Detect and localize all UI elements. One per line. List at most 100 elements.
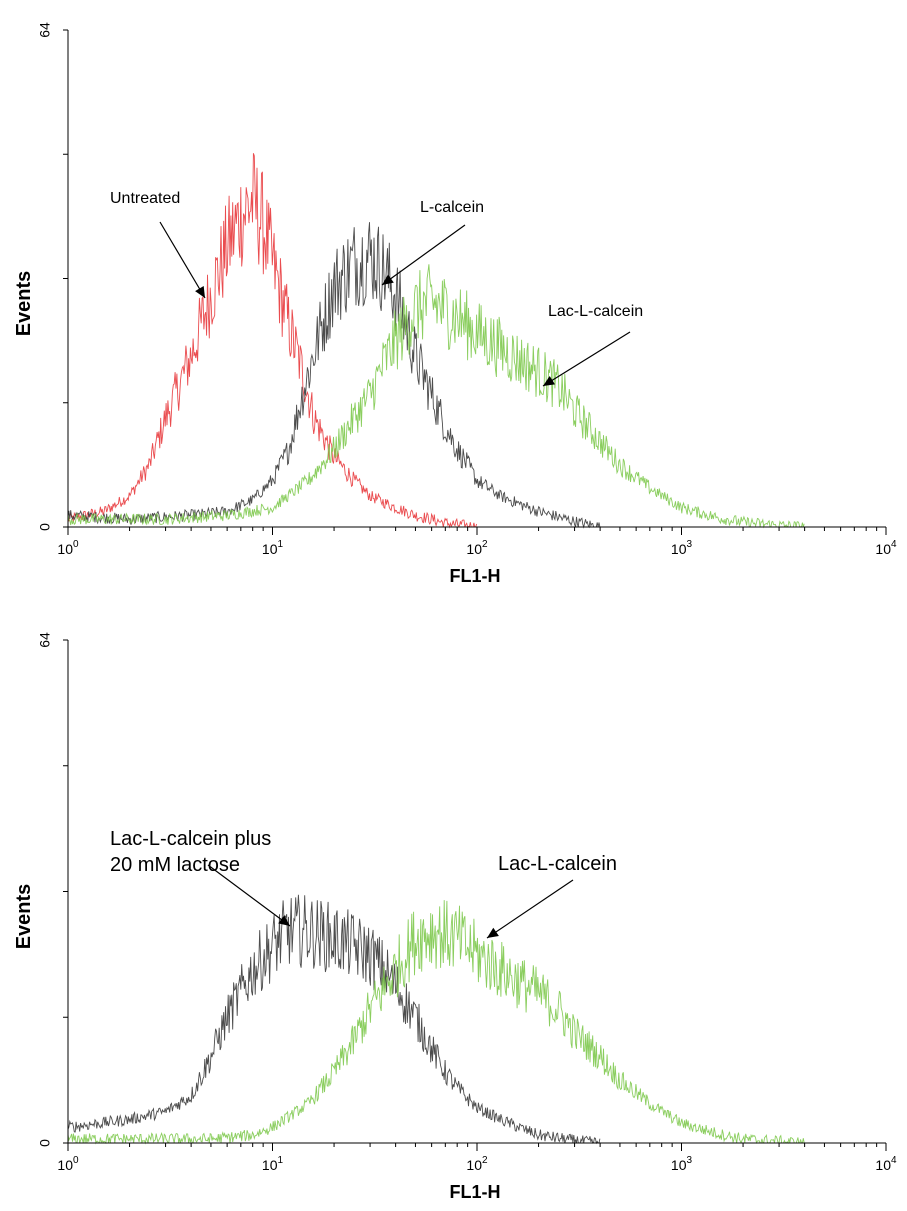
data-point	[476, 1107, 477, 1108]
data-point	[165, 1111, 166, 1112]
data-point	[288, 449, 289, 450]
data-point	[103, 511, 104, 512]
data-point	[334, 938, 335, 939]
annotation-label: Lac-L-calcein	[498, 853, 617, 875]
data-point	[574, 410, 575, 411]
data-point	[445, 425, 446, 426]
data-point	[431, 519, 432, 520]
data-point	[353, 1040, 354, 1041]
data-point	[619, 464, 620, 465]
data-point	[431, 301, 432, 302]
annotation-arrowhead	[487, 927, 499, 938]
data-point	[518, 503, 519, 504]
panel-top: 100 101 102 103 104 0 64 FL1-H Events Untreated L-…	[13, 22, 897, 586]
data-point	[538, 511, 539, 512]
data-point	[272, 507, 273, 508]
y-axis-label: Events	[13, 271, 35, 337]
x-axis-label: FL1-H	[450, 566, 501, 586]
data-point	[210, 1056, 211, 1057]
data-point	[415, 938, 416, 939]
data-point	[415, 515, 416, 516]
data-point	[353, 946, 354, 947]
annotation-arrowhead	[195, 286, 205, 298]
data-point	[272, 1127, 273, 1128]
data-point	[227, 247, 228, 248]
data-point	[457, 317, 458, 318]
x-tick-label: 101	[262, 539, 284, 557]
y-tick-label-max: 64	[37, 632, 53, 648]
y-tick-label-max: 64	[37, 22, 53, 38]
annotation-arrowhead	[543, 376, 555, 386]
data-point	[302, 394, 303, 395]
x-tick-label: 100	[57, 539, 79, 557]
data-point	[681, 507, 682, 508]
data-point	[600, 441, 601, 442]
data-point	[518, 1127, 519, 1128]
annotation-arrow-line	[207, 864, 291, 927]
series-lac-l-calcein-line	[67, 900, 805, 1145]
data-point	[240, 216, 241, 217]
data-point	[395, 293, 396, 294]
data-point	[302, 371, 303, 372]
data-point	[370, 495, 371, 496]
data-point	[395, 340, 396, 341]
data-point	[649, 1103, 650, 1104]
data-point	[353, 480, 354, 481]
data-point	[457, 1087, 458, 1088]
data-point	[288, 930, 289, 931]
data-point	[558, 387, 559, 388]
data-point	[252, 970, 253, 971]
data-point	[558, 1009, 559, 1010]
annotation-label: Untreated	[110, 190, 180, 207]
data-point	[395, 507, 396, 508]
data-point	[210, 293, 211, 294]
annotation-arrow-line	[381, 224, 466, 286]
y-tick-label-min: 0	[37, 523, 53, 531]
data-point	[445, 523, 446, 524]
data-point	[538, 371, 539, 372]
data-point	[191, 1095, 192, 1096]
annotation-arrow-line	[159, 221, 206, 299]
data-point	[431, 394, 432, 395]
data-point	[500, 495, 501, 496]
annotation-label: Lac-L-calcein plus	[110, 828, 271, 850]
x-tick-label: 103	[671, 539, 693, 557]
annotation-label: Lac-L-calcein	[548, 303, 643, 320]
data-point	[743, 1139, 744, 1140]
annotation-arrow-line	[486, 879, 574, 939]
data-point	[395, 985, 396, 986]
data-point	[512, 356, 513, 357]
data-point	[457, 524, 458, 525]
annotation-label: 20 mM lactose	[110, 854, 240, 876]
data-point	[415, 356, 416, 357]
data-point	[383, 270, 384, 271]
data-point	[272, 480, 273, 481]
data-point	[288, 325, 289, 326]
data-point	[280, 293, 281, 294]
data-point	[574, 1140, 575, 1141]
data-point	[272, 946, 273, 947]
data-point	[319, 332, 320, 333]
x-tick-label: 101	[262, 1155, 284, 1173]
data-point	[370, 394, 371, 395]
data-point	[227, 1017, 228, 1018]
data-point	[779, 1141, 780, 1142]
data-point	[252, 1135, 253, 1136]
data-point	[263, 224, 264, 225]
data-point	[191, 356, 192, 357]
data-point	[467, 464, 468, 465]
data-point	[574, 521, 575, 522]
data-point	[308, 1103, 309, 1104]
data-point	[619, 1080, 620, 1081]
data-point	[717, 517, 718, 518]
data-point	[370, 1009, 371, 1010]
data-point	[129, 1119, 130, 1120]
data-point	[445, 1072, 446, 1073]
data-point	[370, 954, 371, 955]
data-point	[743, 522, 744, 523]
data-point	[149, 464, 150, 465]
data-point	[415, 309, 416, 310]
data-point	[129, 495, 130, 496]
panel-bottom: 100 101 102 103 104 0 64 FL1-H Events Lac-L-calce…	[13, 632, 897, 1202]
data-point	[334, 1072, 335, 1073]
